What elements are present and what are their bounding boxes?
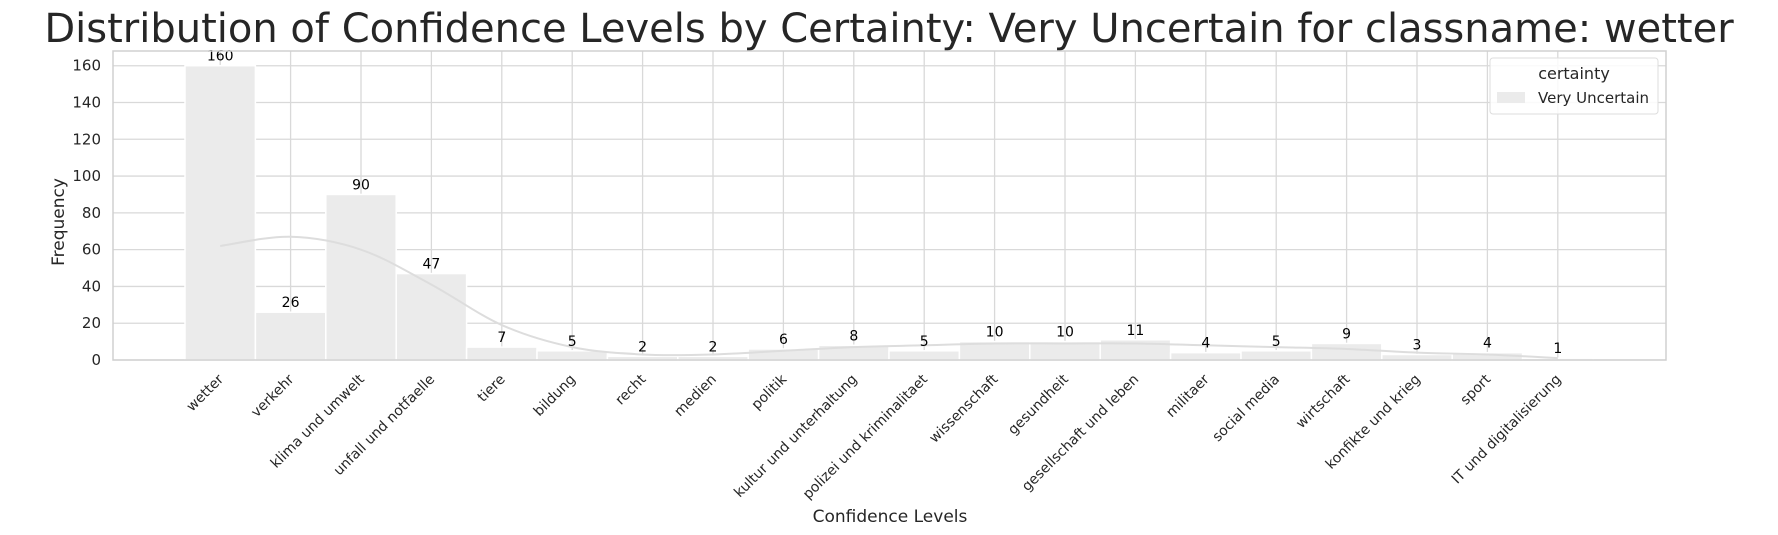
x-tick-label: medien — [671, 372, 719, 420]
x-tick-label: bildung — [531, 372, 579, 420]
data-label-wetter: 160 — [207, 49, 234, 65]
data-label-verkehr: 26 — [282, 295, 300, 311]
data-label-it-und-digitalisierung: 1 — [1553, 341, 1562, 357]
data-label-gesundheit: 10 — [1056, 325, 1074, 341]
data-label-militaer: 4 — [1201, 336, 1210, 352]
legend-entry-very-uncertain: Very Uncertain — [1538, 89, 1649, 107]
y-tick-label: 40 — [82, 277, 101, 295]
y-axis-label: Frequency — [49, 178, 69, 266]
kde-line — [220, 235, 1558, 360]
data-label-tiere: 7 — [497, 330, 506, 346]
legend-swatch — [1497, 92, 1525, 103]
x-tick-label: wissenschaft — [926, 371, 1001, 446]
x-tick-label: recht — [613, 371, 650, 408]
y-tick-label: 0 — [91, 351, 101, 369]
y-tick-label: 140 — [72, 94, 101, 112]
x-tick-label: wirtschaft — [1293, 371, 1354, 432]
x-tick-label: wetter — [184, 371, 228, 415]
bar-wirtschaft — [1310, 342, 1383, 361]
data-label-polizei-und-kriminalitaet: 5 — [920, 334, 929, 350]
bar-klima-und-umwelt — [325, 193, 397, 361]
plot-frame — [112, 50, 1667, 361]
data-label-konfikte-und-krieg: 3 — [1413, 337, 1422, 353]
y-ticks: 0 20 40 60 80 100 120 140 160 — [72, 57, 101, 369]
x-axis-label: Confidence Levels — [813, 507, 968, 527]
x-tick-label: verkehr — [248, 371, 297, 420]
data-label-bildung: 5 — [568, 334, 577, 350]
y-tick-label: 120 — [72, 130, 101, 148]
bar-bildung — [536, 350, 609, 361]
data-label-unfall-und-notfaelle: 47 — [422, 257, 440, 273]
y-tick-label: 60 — [82, 241, 101, 259]
data-label-gesellschaft-und-leben: 11 — [1126, 323, 1144, 339]
bar-militaer — [1169, 351, 1242, 361]
y-tick-label: 20 — [82, 314, 101, 332]
x-tick-label: sport — [1457, 371, 1494, 408]
x-tick-label: polizei und kriminalitaet — [800, 371, 931, 502]
data-label-klima-und-umwelt: 90 — [352, 177, 370, 193]
grid — [113, 51, 1666, 361]
data-label-medien: 2 — [709, 339, 718, 355]
legend-box — [1489, 57, 1659, 115]
x-tick-label: kultur und unterhaltung — [731, 372, 860, 501]
bar-polizei-und-kriminalitaet — [888, 350, 961, 361]
bar-wetter — [184, 64, 257, 361]
data-label-politik: 6 — [779, 332, 788, 348]
data-label-wirtschaft: 9 — [1342, 326, 1351, 342]
x-tick-label: tiere — [475, 372, 509, 406]
data-label-sport: 4 — [1483, 336, 1492, 352]
x-tick-label: social media — [1210, 372, 1284, 446]
bar-verkehr — [254, 311, 327, 361]
x-tick-label: politik — [749, 371, 791, 413]
x-tick-label: gesellschaft und leben — [1019, 372, 1142, 495]
legend-title: certainty — [1538, 64, 1610, 83]
data-label-social-media: 5 — [1272, 334, 1281, 350]
data-label-wissenschaft: 10 — [986, 325, 1004, 341]
data-label-kultur-und-unterhaltung: 8 — [849, 328, 858, 344]
bars — [184, 64, 1594, 361]
bar-social-media — [1240, 350, 1313, 361]
y-tick-label: 80 — [82, 204, 101, 222]
y-tick-label: 100 — [72, 167, 101, 185]
data-label-recht: 2 — [638, 339, 647, 355]
x-tick-label: militaer — [1163, 371, 1212, 420]
chart-title: Distribution of Confidence Levels by Cer… — [44, 6, 1734, 52]
bar-tiere — [465, 346, 538, 361]
y-tick-label: 160 — [72, 57, 101, 75]
x-tick-label: gesundheit — [1005, 371, 1072, 438]
bar-konfikte-und-krieg — [1381, 353, 1453, 361]
legend: certainty Very Uncertain — [1489, 57, 1659, 115]
bar-unfall-und-notfaelle — [395, 272, 468, 361]
